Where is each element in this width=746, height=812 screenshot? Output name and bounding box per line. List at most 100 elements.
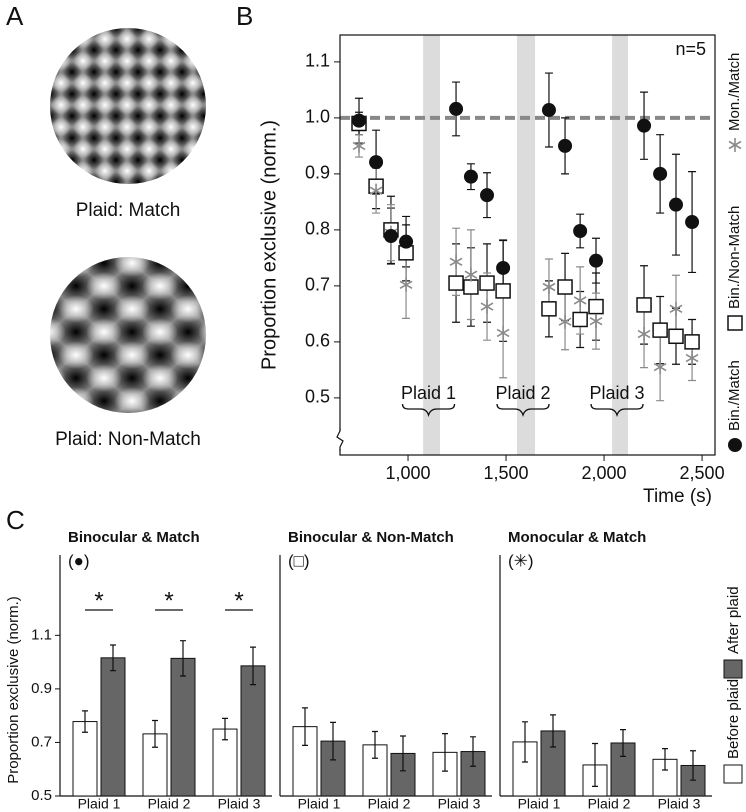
panel-title: Binocular & Non-Match [288, 529, 454, 546]
marker-circle [449, 101, 464, 116]
x-tick-label: Plaid 1 [518, 796, 561, 812]
legend-label: Bin./Non-Match [726, 206, 743, 309]
significance-star: * [234, 587, 243, 614]
error-bar [82, 710, 88, 733]
marker-asterisk [685, 351, 699, 366]
error-bar [110, 644, 116, 672]
marker-asterisk [573, 293, 587, 308]
significance-star: * [94, 587, 103, 614]
legend-swatch [723, 659, 743, 679]
legend-marker [728, 138, 742, 152]
marker-asterisk [464, 267, 478, 282]
error-bar [592, 742, 598, 787]
axis-break [336, 428, 344, 451]
bar [170, 657, 196, 797]
panel-title: Binocular & Match [68, 529, 200, 546]
marker-asterisk [637, 327, 651, 342]
legend-marker [727, 315, 743, 331]
stimulus-band [612, 35, 628, 455]
marker-circle [399, 234, 414, 249]
error-bar [620, 728, 626, 757]
marker-circle [463, 169, 478, 184]
error-bar [302, 707, 308, 746]
marker-square [557, 279, 573, 295]
plaid-non-match-image [50, 257, 206, 413]
legend-label: Before plaid [725, 679, 742, 759]
panel-title: Monocular & Match [508, 529, 646, 546]
marker-asterisk [653, 360, 667, 375]
y-tick-label: 0.5 [31, 787, 52, 804]
marker-asterisk [542, 280, 556, 294]
error-bar [330, 721, 336, 761]
x-tick-label: 2,500 [680, 463, 725, 483]
band-label: Plaid 1 [401, 383, 456, 403]
marker-square [588, 298, 604, 315]
axis-break-mask [337, 431, 343, 449]
error-bar [400, 735, 406, 772]
brace [401, 403, 456, 418]
bar [652, 758, 678, 797]
brace [590, 403, 644, 418]
marker-circle [383, 229, 398, 244]
x-tick-label: Plaid 1 [298, 796, 341, 812]
marker-square [636, 297, 652, 313]
x-tick-label: 1,500 [484, 463, 529, 483]
error-bar [152, 719, 158, 748]
error-bar [662, 748, 668, 771]
x-tick-label: Plaid 2 [368, 796, 411, 812]
marker-circle [653, 166, 668, 181]
y-tick-label: 1.0 [305, 107, 330, 127]
error-bar [522, 721, 528, 763]
marker-square [668, 328, 684, 345]
marker-circle [352, 113, 367, 128]
marker-asterisk [589, 314, 603, 329]
marker-circle [369, 155, 384, 170]
y-axis-label: Proportion exclusive (norm.) [5, 596, 22, 784]
panel-symbol: (●) [68, 551, 90, 570]
bar [240, 665, 266, 797]
x-tick-label: Plaid 3 [438, 796, 481, 812]
x-axis-label: Time (s) [643, 486, 712, 507]
error-bar [690, 750, 696, 781]
band-label: Plaid 3 [590, 383, 645, 403]
error-bar [550, 714, 556, 748]
y-tick-label: 0.9 [31, 680, 52, 697]
legend-label: After plaid [725, 586, 742, 654]
band-label: Plaid 2 [496, 383, 551, 403]
plaid-match-image [50, 28, 206, 184]
marker-square [463, 279, 479, 295]
marker-asterisk [352, 138, 366, 153]
x-tick-label: Plaid 3 [658, 796, 701, 812]
y-tick-label: 0.7 [305, 275, 330, 295]
y-tick-label: 0.6 [305, 331, 330, 351]
x-tick-label: 2,000 [582, 463, 627, 483]
marker-asterisk [449, 254, 463, 269]
panel-label: A [6, 1, 24, 31]
y-tick-label: 0.9 [305, 163, 330, 183]
legend-label: Bin./Match [726, 360, 743, 431]
marker-square [495, 283, 511, 299]
marker-square [541, 301, 557, 317]
x-tick-label: 1,000 [385, 463, 430, 483]
marker-circle [573, 224, 588, 238]
legend-label: Mon./Match [726, 53, 743, 131]
y-tick-label: 1.1 [305, 51, 330, 71]
legend-marker [728, 438, 742, 452]
error-bar [442, 733, 448, 772]
marker-circle [685, 215, 700, 230]
x-tick-label: Plaid 3 [218, 796, 261, 812]
marker-asterisk [399, 277, 413, 292]
marker-square [684, 334, 700, 350]
plot-frame [339, 34, 716, 456]
bar [100, 657, 126, 797]
brace [496, 403, 550, 418]
image-caption: Plaid: Non-Match [55, 429, 201, 450]
error-bar [180, 640, 186, 677]
marker-circle [637, 118, 652, 133]
marker-asterisk [496, 325, 510, 340]
y-tick-label: 0.5 [305, 387, 330, 407]
x-tick-label: Plaid 1 [78, 796, 121, 812]
y-axis-label: Proportion exclusive (norm.) [258, 120, 280, 370]
marker-circle [558, 138, 573, 153]
